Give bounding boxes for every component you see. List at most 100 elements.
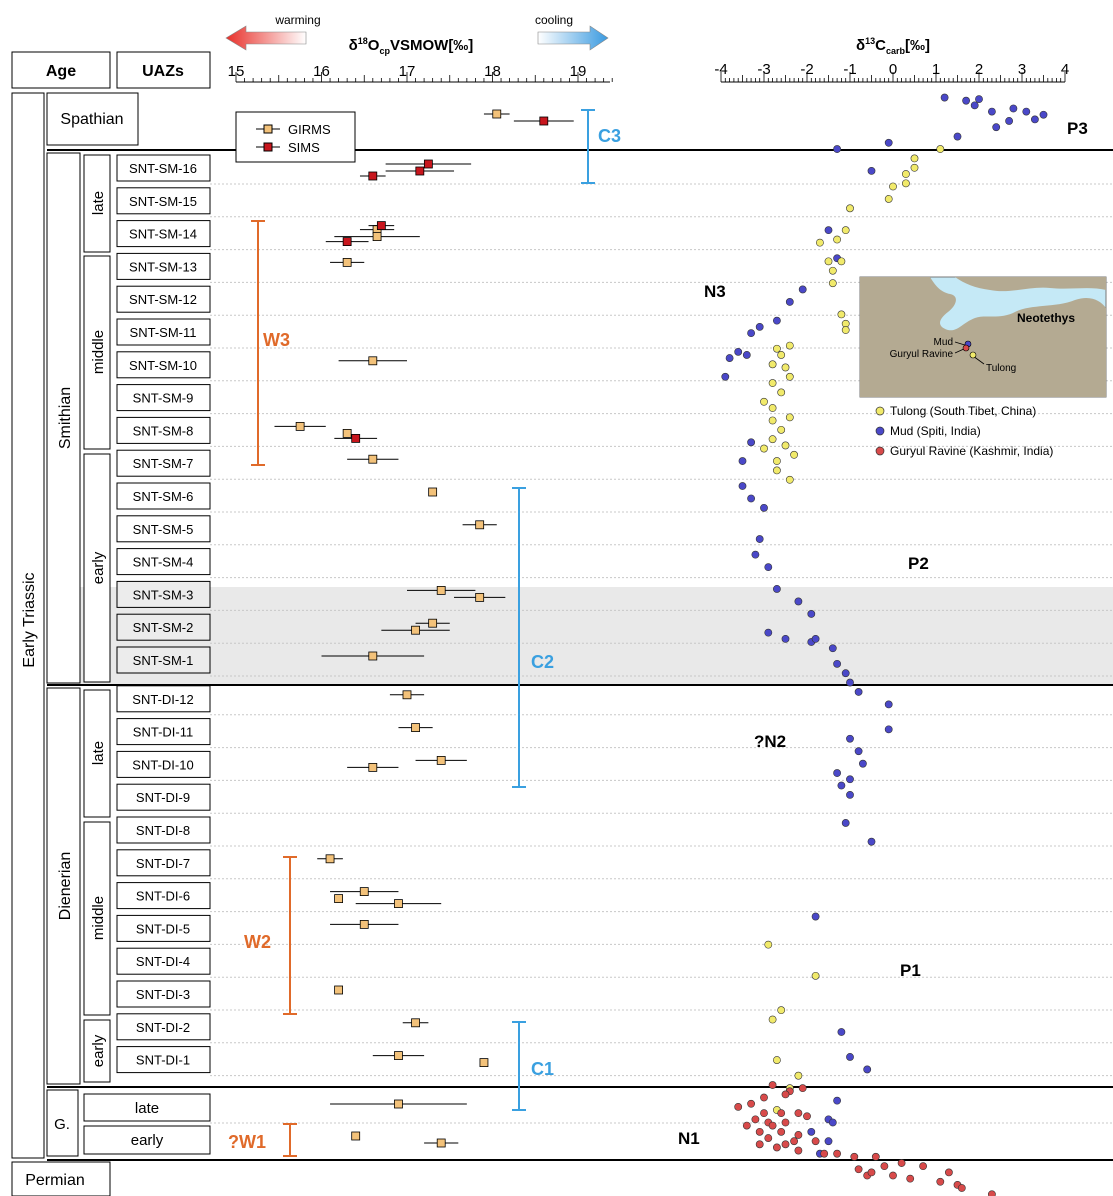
warming-label: warming — [274, 13, 320, 27]
mud-point — [834, 145, 841, 152]
zone-label: SNT-SM-10 — [129, 358, 197, 373]
guryul-point — [782, 1091, 789, 1098]
tulong-point — [782, 442, 789, 449]
guryul-point — [937, 1178, 944, 1185]
girms-point — [369, 652, 377, 660]
cooling-label: cooling — [535, 13, 573, 27]
mud-point — [748, 495, 755, 502]
girms-point — [373, 233, 381, 241]
g-early-label: early — [131, 1132, 164, 1149]
guryul-point — [988, 1191, 995, 1196]
guryul-point — [812, 1138, 819, 1145]
tulong-point — [786, 342, 793, 349]
mud-point — [748, 330, 755, 337]
girms-point — [369, 357, 377, 365]
guryul-point — [778, 1110, 785, 1117]
guryul-point — [760, 1110, 767, 1117]
tulong-point — [829, 267, 836, 274]
zone-label: SNT-DI-12 — [132, 692, 193, 707]
carbon-tick-label: 2 — [975, 61, 983, 78]
zone-label: SNT-SM-16 — [129, 161, 197, 176]
mud-point — [834, 769, 841, 776]
girms-point — [412, 724, 420, 732]
girms-legend-label: GIRMS — [288, 122, 331, 137]
sims-point — [540, 117, 548, 125]
tulong-point — [834, 236, 841, 243]
mud-point — [885, 139, 892, 146]
di-late-label: late — [90, 741, 107, 765]
zone-label: SNT-SM-2 — [133, 620, 194, 635]
sims-legend-marker — [264, 143, 272, 151]
mud-point — [1023, 108, 1030, 115]
tulong-point — [791, 451, 798, 458]
zone-label: SNT-DI-2 — [136, 1020, 190, 1035]
mud-point — [846, 679, 853, 686]
mud-point — [756, 323, 763, 330]
girms-point — [326, 855, 334, 863]
oxygen-tick-label: 15 — [228, 63, 245, 80]
map-marker-tulong — [970, 352, 976, 358]
site-legend-tulong: Tulong (South Tibet, China) — [890, 404, 1036, 418]
carbon-axis: -4 -3 -2 -1 0 1 2 3 4 — [714, 61, 1069, 82]
oxygen-tick-label: 16 — [313, 63, 330, 80]
mud-point — [838, 782, 845, 789]
interval-label: C1 — [531, 1059, 554, 1079]
mud-point — [808, 1128, 815, 1135]
tulong-point — [786, 414, 793, 421]
mud-point — [859, 760, 866, 767]
tulong-point — [778, 1007, 785, 1014]
zone-label: SNT-SM-1 — [133, 653, 194, 668]
tulong-point — [778, 351, 785, 358]
guryul-point — [769, 1081, 776, 1088]
tulong-point — [769, 1016, 776, 1023]
spathian-label: Spathian — [60, 111, 123, 128]
tulong-point — [911, 155, 918, 162]
guryul-point — [795, 1110, 802, 1117]
site-legend-marker-tulong — [876, 407, 884, 415]
method-legend: GIRMS SIMS — [236, 112, 355, 162]
girms-point — [480, 1059, 488, 1067]
zone-label: SNT-SM-11 — [130, 325, 197, 340]
mud-point — [885, 726, 892, 733]
mud-point — [971, 102, 978, 109]
early-triassic-label: Early Triassic — [21, 572, 38, 667]
mud-point — [726, 354, 733, 361]
mud-point — [825, 1138, 832, 1145]
tulong-point — [838, 258, 845, 265]
mud-point — [1040, 111, 1047, 118]
mud-point — [739, 457, 746, 464]
mud-point — [752, 551, 759, 558]
tulong-point — [838, 311, 845, 318]
mud-point — [846, 791, 853, 798]
tulong-point — [773, 1056, 780, 1063]
mud-point — [885, 701, 892, 708]
oxygen-tick-label: 17 — [399, 63, 416, 80]
guryul-point — [799, 1085, 806, 1092]
guryul-point — [748, 1100, 755, 1107]
tulong-point — [778, 389, 785, 396]
tulong-point — [846, 205, 853, 212]
mud-point — [748, 439, 755, 446]
tulong-point — [842, 326, 849, 333]
sims-point — [352, 434, 360, 442]
site-legend: Tulong (South Tibet, China) Mud (Spiti, … — [876, 404, 1053, 458]
carbon-tick-label: 3 — [1018, 61, 1026, 78]
zone-label: SNT-DI-9 — [136, 790, 190, 805]
tulong-point — [911, 164, 918, 171]
g-late-label: late — [135, 1100, 159, 1117]
zone-label: SNT-DI-3 — [136, 987, 190, 1002]
mud-point — [855, 748, 862, 755]
girms-point — [394, 1052, 402, 1060]
girms-point — [360, 888, 368, 896]
tulong-point — [760, 445, 767, 452]
girms-point — [394, 1100, 402, 1108]
mud-point — [812, 635, 819, 642]
map-inset: Neotethys Mud Guryul Ravine Tulong — [860, 277, 1106, 397]
mud-point — [765, 629, 772, 636]
carbon-tick-label: 4 — [1061, 61, 1069, 78]
site-legend-marker-mud — [876, 427, 884, 435]
mud-point — [941, 94, 948, 101]
tulong-point — [812, 972, 819, 979]
mud-point — [756, 535, 763, 542]
tulong-point — [769, 417, 776, 424]
